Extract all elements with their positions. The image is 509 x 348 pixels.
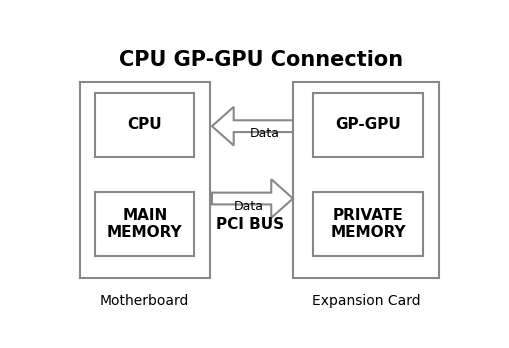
Bar bbox=[95, 192, 194, 256]
Text: PCI BUS: PCI BUS bbox=[215, 217, 284, 232]
Text: PRIVATE
MEMORY: PRIVATE MEMORY bbox=[330, 208, 405, 240]
Polygon shape bbox=[212, 107, 292, 145]
Bar bbox=[312, 192, 422, 256]
Text: Expansion Card: Expansion Card bbox=[311, 294, 419, 308]
Polygon shape bbox=[212, 179, 292, 218]
Text: Motherboard: Motherboard bbox=[100, 294, 189, 308]
Text: CPU: CPU bbox=[127, 117, 162, 132]
Bar bbox=[79, 82, 210, 278]
Bar bbox=[95, 93, 194, 157]
Text: Data: Data bbox=[233, 200, 263, 213]
Text: GP-GPU: GP-GPU bbox=[334, 117, 400, 132]
Text: MAIN
MEMORY: MAIN MEMORY bbox=[107, 208, 182, 240]
Bar bbox=[292, 82, 438, 278]
Bar bbox=[312, 93, 422, 157]
Text: Data: Data bbox=[249, 127, 279, 140]
Text: CPU GP-GPU Connection: CPU GP-GPU Connection bbox=[119, 50, 403, 70]
